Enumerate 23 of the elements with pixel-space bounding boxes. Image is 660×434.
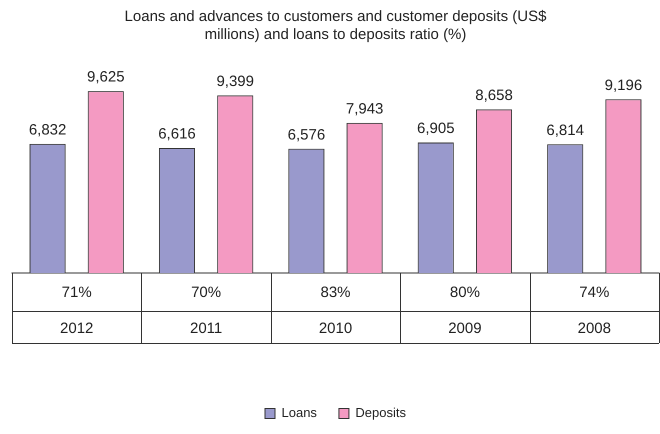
text: 70% bbox=[191, 284, 222, 302]
x-tick-label: 2008 bbox=[578, 320, 611, 338]
data-label: 8,658 bbox=[475, 87, 513, 104]
legend-label: Loans bbox=[282, 405, 318, 420]
data-label: 9,625 bbox=[87, 68, 125, 86]
x-tick-label: 2012 bbox=[60, 320, 94, 338]
legend-label: Deposits bbox=[355, 405, 406, 420]
x-tick-label: 2011 bbox=[190, 320, 222, 338]
text: 83% bbox=[320, 284, 351, 302]
data-label: 6,814 bbox=[546, 122, 584, 139]
data-label: 6,905 bbox=[417, 120, 455, 138]
data-label: 9,196 bbox=[604, 76, 642, 94]
data-label: 6,576 bbox=[288, 126, 326, 144]
text: 71% bbox=[62, 284, 92, 302]
x-tick-label: 2010 bbox=[318, 320, 352, 338]
data-label: 6,616 bbox=[158, 126, 196, 143]
x-tick-label: 2009 bbox=[448, 320, 482, 338]
data-label: 7,943 bbox=[346, 100, 384, 118]
text: 80% bbox=[450, 284, 480, 302]
data-label: 9,399 bbox=[216, 73, 254, 90]
data-label: 6,832 bbox=[28, 122, 66, 139]
text: 74% bbox=[579, 284, 610, 302]
chart-title: Loans and advances to customers and customer deposits (US$ millions) and loans to deposits ratio (%) bbox=[124, 8, 548, 44]
